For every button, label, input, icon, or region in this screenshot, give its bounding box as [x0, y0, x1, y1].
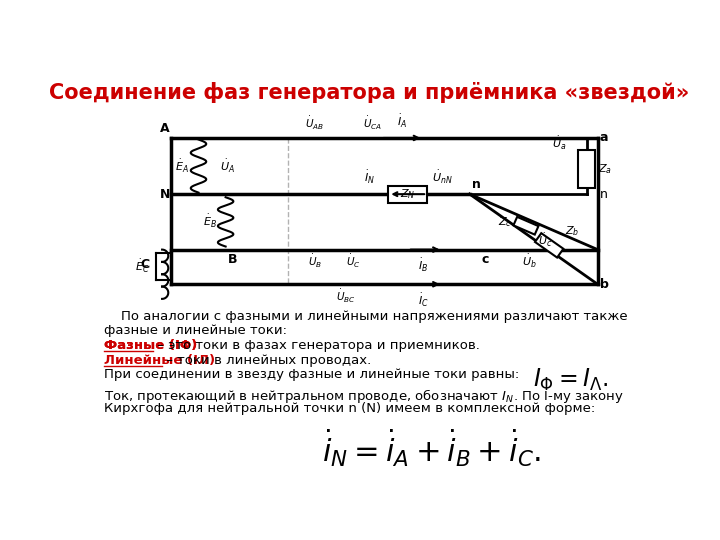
Text: $\mathit{I_{\Phi}=I_{\Lambda}.}$: $\mathit{I_{\Phi}=I_{\Lambda}.}$ — [534, 367, 609, 393]
Text: $\dot{U}_{CA}$: $\dot{U}_{CA}$ — [364, 115, 382, 132]
Text: $\dot{U}_{AB}$: $\dot{U}_{AB}$ — [305, 115, 324, 132]
Text: Линейные (IЛ): Линейные (IЛ) — [104, 354, 215, 367]
Text: – это токи в фазах генератора и приемников.: – это токи в фазах генератора и приемник… — [153, 339, 480, 352]
Text: A: A — [160, 122, 170, 135]
Text: $\dot{U}_{nN}$: $\dot{U}_{nN}$ — [432, 170, 453, 186]
Text: $\dot{I}_A$: $\dot{I}_A$ — [397, 113, 408, 130]
Text: $\dot{I}_B$: $\dot{I}_B$ — [418, 257, 428, 274]
Text: $Z_N$: $Z_N$ — [400, 187, 415, 201]
Text: N: N — [159, 188, 170, 201]
Text: Соединение фаз генератора и приёмника «звездой»: Соединение фаз генератора и приёмника «з… — [49, 82, 689, 103]
Text: $Z_c$: $Z_c$ — [498, 215, 512, 229]
Text: C: C — [140, 259, 150, 272]
Text: $\dot{E}_C$: $\dot{E}_C$ — [135, 258, 149, 275]
Text: $\dot{E}_B$: $\dot{E}_B$ — [203, 213, 217, 231]
Bar — [388, 186, 427, 202]
Text: Кирхгофа для нейтральной точки n (N) имеем в комплексной форме:: Кирхгофа для нейтральной точки n (N) име… — [104, 402, 595, 415]
Text: $\dot{E}_A$: $\dot{E}_A$ — [174, 158, 189, 174]
Text: $\dot{I}_N$: $\dot{I}_N$ — [364, 170, 374, 186]
Text: $\dot{U}_{BC}$: $\dot{U}_{BC}$ — [336, 288, 356, 305]
Text: – токи в линейных проводах.: – токи в линейных проводах. — [163, 354, 372, 367]
Text: $\dot{U}_b$: $\dot{U}_b$ — [523, 253, 537, 270]
Text: $\dot{U}_c$: $\dot{U}_c$ — [538, 232, 552, 249]
Polygon shape — [535, 233, 563, 258]
Text: $\dot{U}_A$: $\dot{U}_A$ — [220, 158, 235, 174]
Text: Фазные (IΦ): Фазные (IΦ) — [104, 339, 197, 352]
Text: $\dot{i}_N=\dot{i}_A+\dot{i}_B+\dot{i}_C.$: $\dot{i}_N=\dot{i}_A+\dot{i}_B+\dot{i}_C… — [323, 428, 542, 469]
Text: фазные и линейные токи:: фазные и линейные токи: — [104, 325, 287, 338]
Text: $Z_a$: $Z_a$ — [598, 162, 612, 176]
Text: n: n — [600, 188, 608, 201]
Text: $\dot{U}_a$: $\dot{U}_a$ — [552, 135, 566, 152]
Text: b: b — [600, 278, 609, 291]
Text: Ток, протекающий в нейтральном проводе, обозначают $I_N$. По I-му закону: Ток, протекающий в нейтральном проводе, … — [104, 387, 624, 406]
Text: a: a — [600, 131, 608, 145]
Text: $Z_b$: $Z_b$ — [564, 224, 579, 238]
Text: c: c — [482, 253, 489, 266]
Bar — [578, 150, 595, 188]
Text: Фазные (IΦ): Фазные (IΦ) — [104, 339, 197, 352]
Text: B: B — [228, 253, 238, 266]
Text: $\dot{U}_B$: $\dot{U}_B$ — [307, 253, 322, 271]
Text: $\dot{U}_C$: $\dot{U}_C$ — [346, 253, 361, 271]
Text: n: n — [472, 178, 481, 191]
Polygon shape — [513, 217, 539, 234]
Text: $\dot{I}_C$: $\dot{I}_C$ — [418, 292, 428, 309]
Text: По аналогии с фазными и линейными напряжениями различают также: По аналогии с фазными и линейными напряж… — [104, 309, 628, 323]
Text: При соединении в звезду фазные и линейные токи равны:: При соединении в звезду фазные и линейны… — [104, 368, 519, 381]
